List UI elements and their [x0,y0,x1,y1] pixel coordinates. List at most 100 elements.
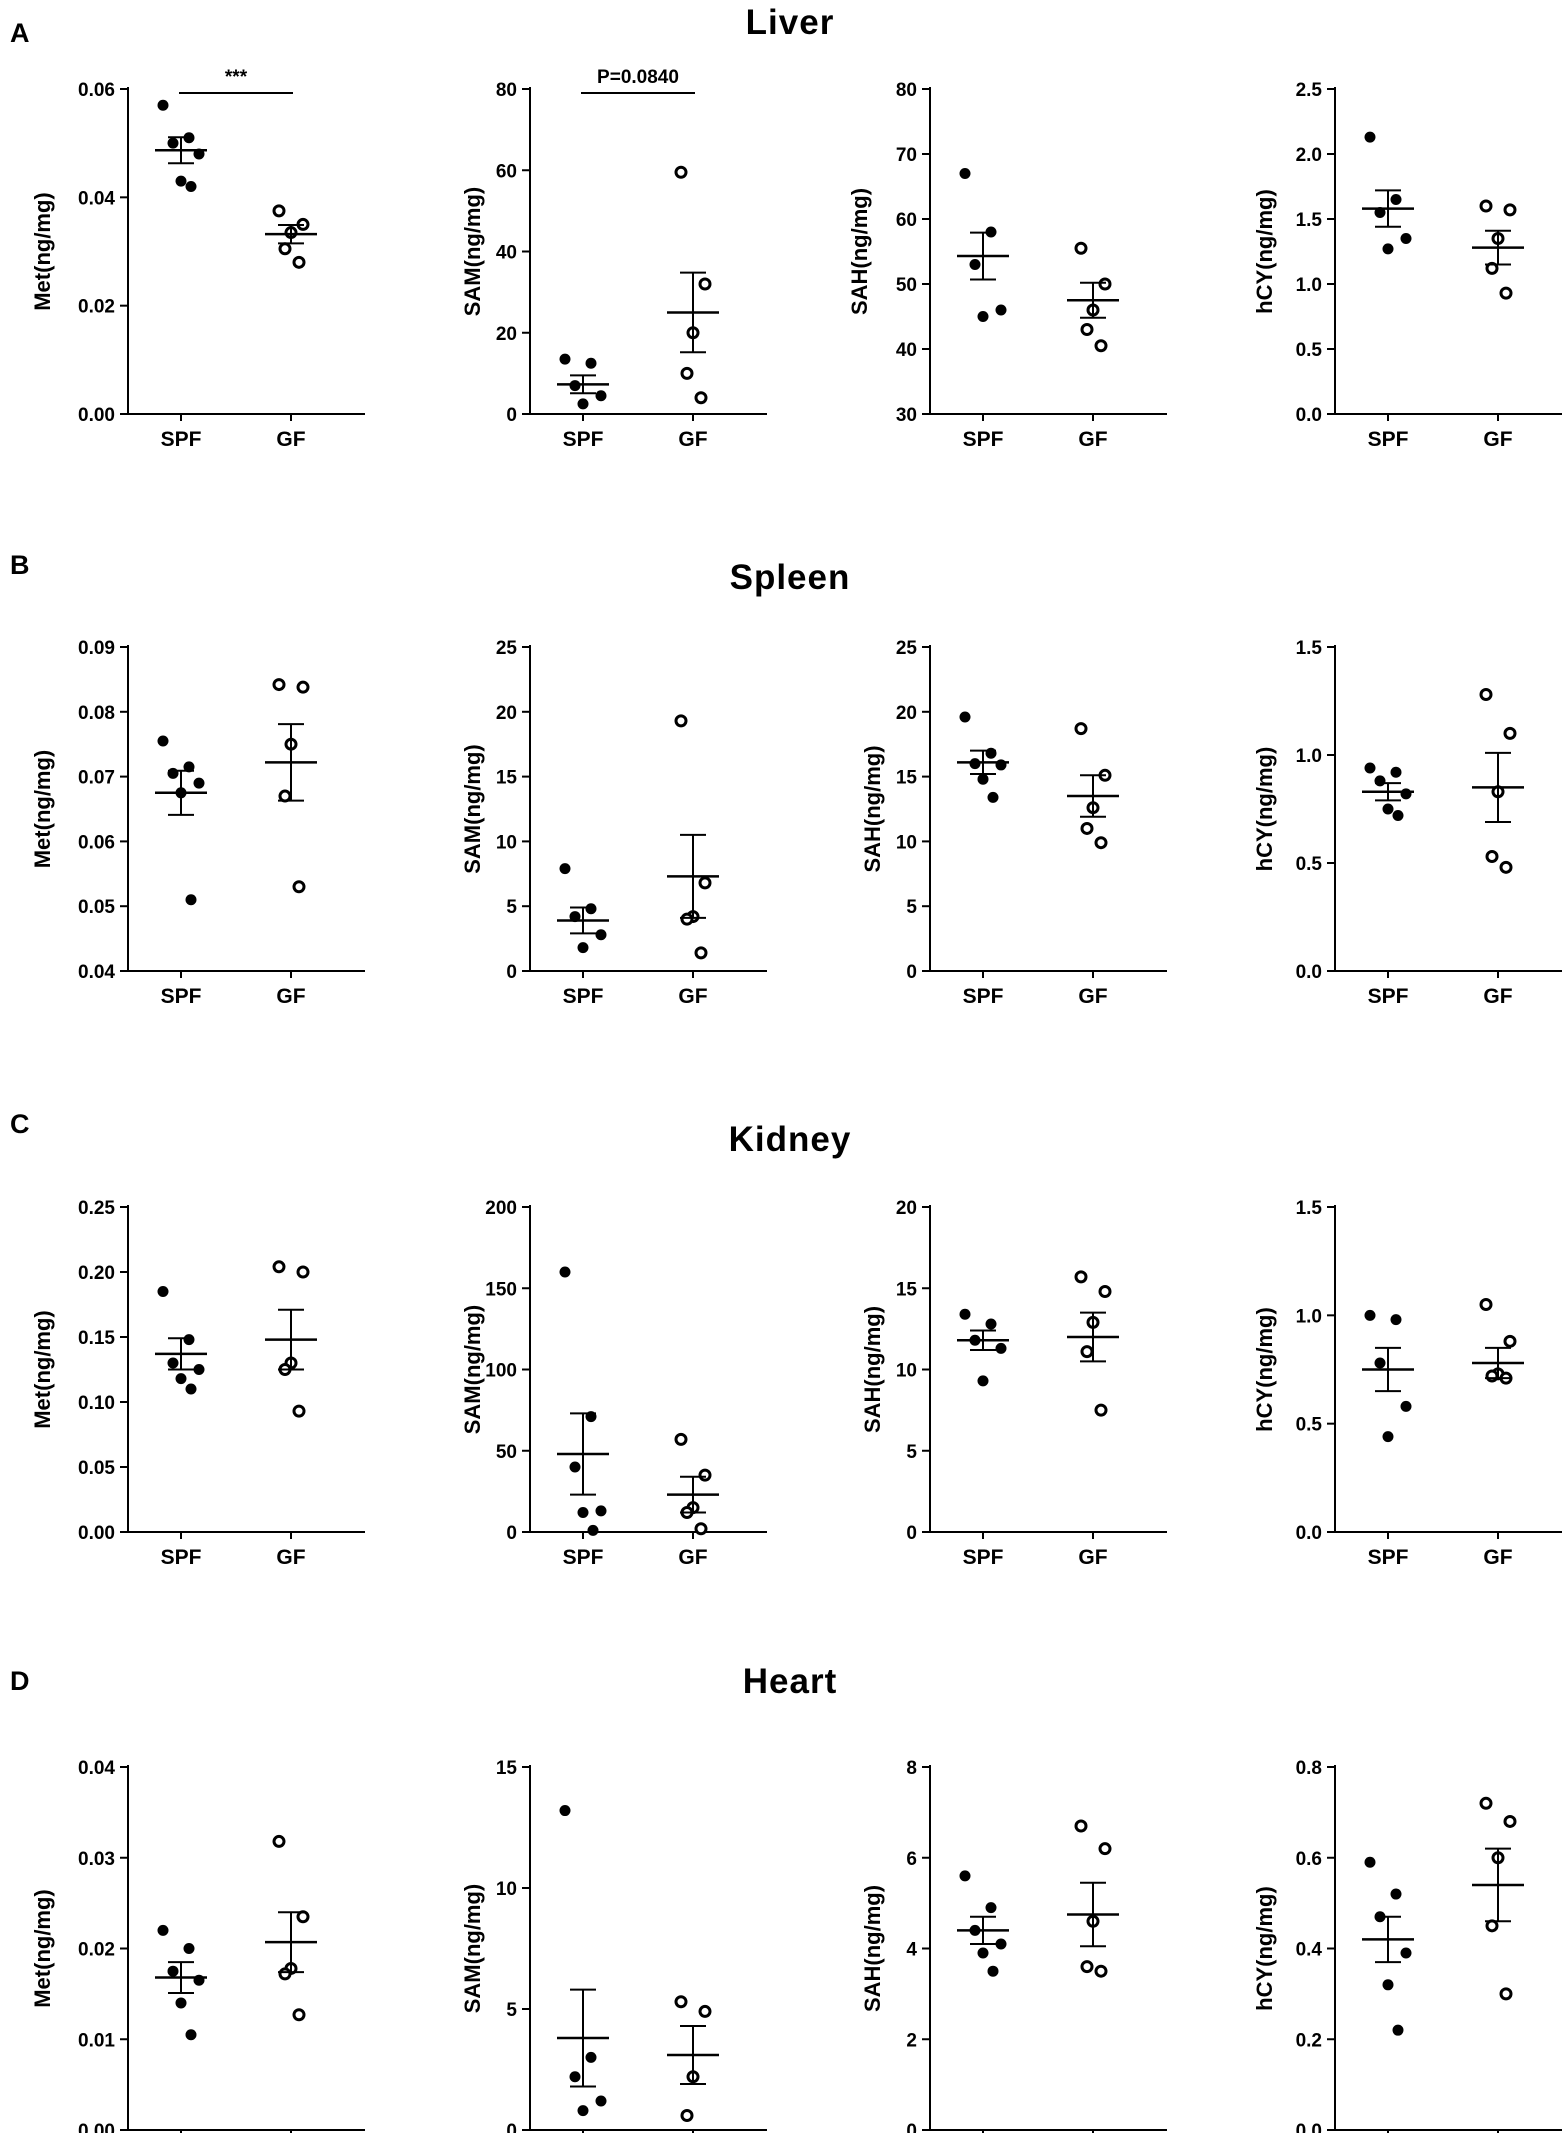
y-tick-label: 0 [506,405,517,426]
data-point-gf [1098,277,1112,291]
y-tick-label: 0.8 [1296,1758,1322,1779]
data-point-spf [977,1947,989,1959]
y-tick-label: 100 [485,1361,517,1382]
chart-c-4: 0.0 0.5 1.0 1.5 hCY(ng/mg) SPF GF [1252,1198,1562,1569]
data-point-gf [680,366,694,380]
y-tick-label: 0 [906,962,917,983]
data-point-spf [1364,1856,1376,1868]
y-tick-label: 1.0 [1296,275,1322,296]
y-tick-label: 0.06 [78,832,115,853]
data-point-spf [969,758,981,770]
section-a-header: A Liver [10,3,833,48]
y-tick-label: 0.03 [78,1849,115,1870]
data-point-gf [1479,1298,1493,1311]
panel-letter-a: A [10,18,30,48]
data-point-gf [694,391,708,405]
y-tick-label: 80 [896,80,917,101]
y-axis-label: SAH(ng/mg) [847,188,872,315]
y-tick-label: 20 [896,703,917,724]
y-tick-label: 0.06 [78,80,115,101]
y-tick-label: 60 [496,161,517,182]
y-tick-label: 15 [896,1279,918,1300]
data-point-spf [969,259,981,270]
y-axis-label: hCY(ng/mg) [1252,1886,1277,2011]
x-category-label-gf: GF [1483,1546,1512,1569]
y-tick-label: 0.0 [1296,962,1322,983]
data-point-gf [272,1834,286,1848]
y-tick-label: 0 [906,1523,917,1544]
data-point-spf [995,1938,1007,1950]
data-point-spf [995,1342,1007,1354]
y-axis-label: SAH(ng/mg) [860,1306,885,1433]
data-point-spf [157,99,169,111]
data-point-spf [559,863,571,875]
data-point-spf [1392,2024,1404,2036]
y-tick-label: 0.05 [78,1458,115,1479]
data-point-gf [1074,722,1088,736]
data-point-spf [585,903,597,915]
data-point-gf [292,2008,306,2022]
data-point-spf [577,1507,589,1518]
data-point-gf [1485,1369,1499,1383]
y-tick-label: 0.20 [78,1263,115,1284]
x-category-label-spf: SPF [161,428,202,451]
y-tick-label: 40 [496,243,517,264]
x-category-label-gf: GF [1483,428,1512,451]
data-point-gf [1094,836,1108,850]
y-axis-label: SAH(ng/mg) [860,745,885,872]
data-point-spf [1382,803,1394,815]
data-point-gf [1074,1819,1088,1833]
data-point-spf [193,1364,205,1375]
data-point-spf [959,168,971,179]
data-point-spf [569,1461,581,1473]
y-tick-label: 8 [906,1758,917,1779]
data-point-spf [587,1524,599,1536]
data-point-gf [1479,688,1493,702]
y-axis-label: SAM(ng/mg) [460,1884,485,2014]
y-tick-label: 15 [496,1758,518,1779]
chart-b-4: 0.0 0.5 1.0 1.5 hCY(ng/mg) SPF GF [1252,638,1562,1008]
y-axis-label: Met(ng/mg) [30,1310,55,1429]
y-tick-label: 0.02 [78,297,115,318]
y-tick-label: 0.08 [78,703,115,724]
data-point-gf [292,255,306,269]
data-point-gf [674,714,688,728]
data-point-gf [296,1265,310,1279]
data-point-gf [674,1432,688,1446]
data-point-gf [1485,261,1499,275]
data-point-gf [698,277,712,291]
data-point-spf [1364,762,1376,774]
chart-a-4: 0.0 0.5 1.0 1.5 2.0 2.5 hCY(ng/mg) SPF GF [1252,80,1562,451]
data-point-gf [1485,1919,1499,1933]
data-point-spf [977,311,989,322]
x-category-label-spf: SPF [563,985,604,1008]
data-point-gf [680,912,694,926]
data-point-gf [1080,1960,1094,1974]
data-point-gf [674,165,688,179]
data-point-spf [185,181,197,192]
data-point-spf [1382,1431,1394,1443]
x-category-label-gf: GF [276,428,305,451]
data-point-gf [680,2108,694,2122]
data-point-gf [1479,1796,1493,1810]
data-point-spf [175,1373,187,1385]
data-point-gf [698,2004,712,2018]
y-axis-label: Met(ng/mg) [30,192,55,311]
data-point-spf [595,1505,607,1517]
data-point-spf [559,1266,571,1278]
y-axis-label: Met(ng/mg) [30,1889,55,2008]
data-point-gf [278,242,292,256]
data-point-gf [292,880,306,894]
y-tick-label: 0.25 [78,1198,115,1219]
x-category-label-spf: SPF [963,1546,1004,1569]
y-tick-label: 25 [896,638,918,659]
data-point-spf [985,1318,997,1330]
data-point-gf [1098,1842,1112,1856]
data-point-gf [272,678,286,692]
data-point-gf [1074,1270,1088,1284]
y-tick-label: 10 [896,1361,917,1382]
